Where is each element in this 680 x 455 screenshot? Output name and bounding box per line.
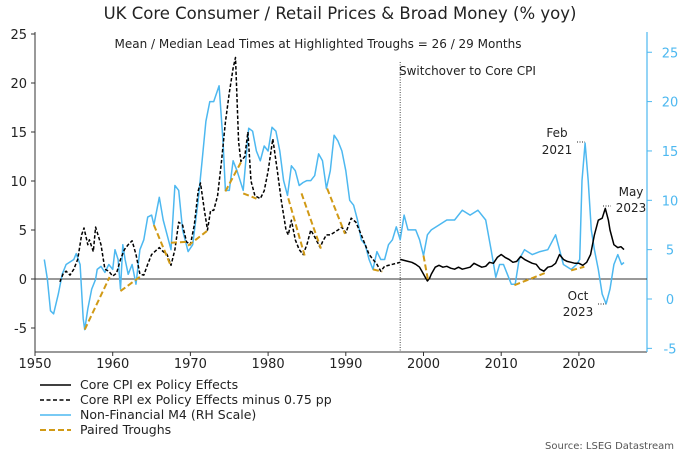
x-tick-label: 2010: [485, 357, 518, 372]
legend-label-m4: Non-Financial M4 (RH Scale): [80, 407, 256, 422]
paired-trough-segment: [119, 274, 143, 292]
x-tick-label: 1980: [252, 357, 285, 372]
paired-trough-segment: [224, 161, 242, 192]
annotation-2023-label: 2023: [563, 305, 594, 319]
annotation-may-label: May: [619, 185, 644, 199]
paired-trough-segment: [570, 265, 585, 272]
chart-title: UK Core Consumer / Retail Prices & Broad…: [104, 4, 577, 23]
source-note: Source: LSEG Datastream: [545, 441, 674, 452]
paired-trough-segment: [422, 255, 430, 282]
cpi-line: [400, 207, 625, 282]
annotation-oct-label: Oct: [568, 289, 589, 303]
y-left-tick-label: -5: [14, 322, 27, 337]
y-left-tick-label: 20: [10, 77, 27, 92]
y-right-tick-label: 10: [662, 194, 679, 209]
x-tick-label: 1990: [329, 357, 362, 372]
y-right-tick-label: -5: [664, 342, 677, 357]
annotation-2023-label: 2023: [616, 201, 647, 215]
y-right-tick-label: 0: [666, 293, 674, 308]
annotation-feb-label: Feb: [546, 126, 567, 140]
x-tick-label: 1970: [174, 357, 207, 372]
y-right-tick-label: 25: [662, 46, 679, 61]
paired-trough-segment: [187, 229, 209, 247]
x-tick-label: 1960: [96, 357, 129, 372]
paired-trough-segment: [170, 240, 189, 244]
paired-trough-segment: [300, 193, 322, 249]
legend-label-troughs: Paired Troughs: [80, 422, 171, 437]
y-left-tick-label: 10: [10, 175, 27, 190]
chart-subtitle: Mean / Median Lead Times at Highlighted …: [115, 37, 522, 51]
annotation-leaders: [577, 141, 611, 305]
paired-trough-segment: [152, 224, 172, 267]
paired-trough-segment: [514, 272, 546, 287]
paired-trough-segment: [287, 198, 306, 256]
paired-trough-segment: [242, 192, 257, 200]
y-left-tick-label: 0: [19, 273, 27, 288]
y-right-tick-label: 15: [662, 145, 679, 160]
x-tick-label: 1950: [18, 357, 51, 372]
y-left-tick-label: 25: [10, 28, 27, 43]
y-right-tick-label: 5: [666, 244, 674, 259]
rpi-line: [59, 56, 401, 283]
legend-label-cpi: Core CPI ex Policy Effects: [80, 377, 238, 392]
y-left-tick-label: 5: [19, 224, 27, 239]
y-left-tick-label: 15: [10, 126, 27, 141]
legend-label-rpi: Core RPI ex Policy Effects minus 0.75 pp: [80, 392, 332, 407]
legend: Core CPI ex Policy Effects Core RPI ex P…: [40, 377, 332, 437]
y-right-tick-label: 20: [662, 96, 679, 111]
annotation-2021-label: 2021: [542, 143, 573, 157]
x-tick-label: 2000: [407, 357, 440, 372]
paired-trough-segment: [372, 268, 383, 273]
x-tick-label: 2020: [562, 357, 595, 372]
paired-trough-segment: [326, 188, 346, 235]
switchover-label: Switchover to Core CPI: [399, 64, 536, 78]
paired-trough-segment: [83, 276, 111, 331]
